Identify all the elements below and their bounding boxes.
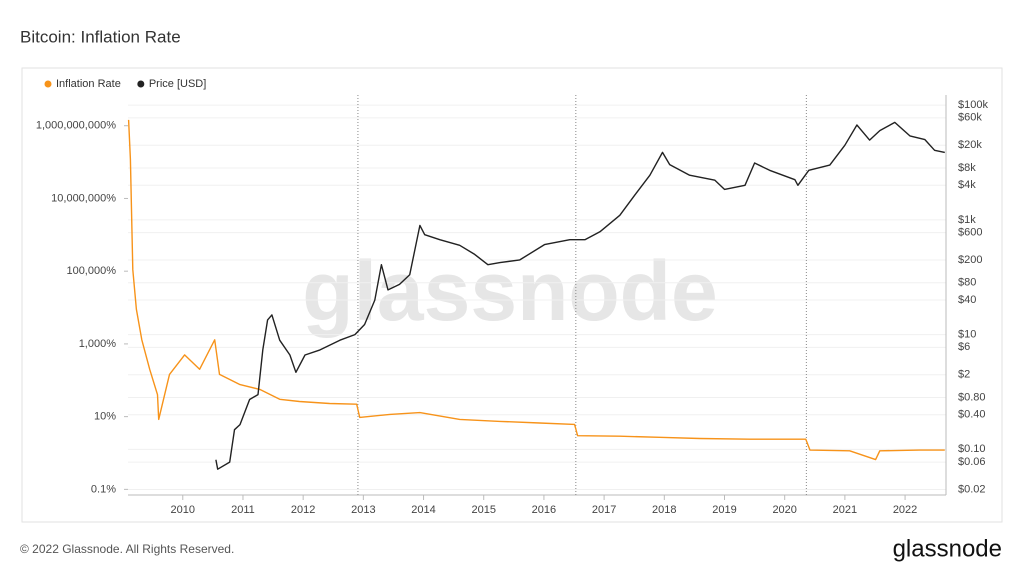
y2-tick-label: $60k [958,112,982,124]
y-tick-label: 100,000% [66,265,116,277]
series-line [215,121,945,470]
x-tick-label: 2015 [471,504,495,516]
y2-tick-label: $10 [958,328,976,340]
y-tick-label: 0.1% [91,483,116,495]
y2-tick-label: $20k [958,139,982,151]
y2-tick-label: $0.80 [958,391,986,403]
y2-tick-label: $6 [958,341,970,353]
x-tick-label: 2021 [833,504,857,516]
x-tick-label: 2016 [532,504,556,516]
x-tick-label: 2019 [712,504,736,516]
y2-tick-label: $600 [958,226,982,238]
x-tick-label: 2010 [171,504,195,516]
x-tick-label: 2018 [652,504,676,516]
x-tick-label: 2022 [893,504,917,516]
y-tick-label: 10,000,000% [51,192,116,204]
y2-tick-label: $8k [958,162,976,174]
x-tick-label: 2020 [772,504,796,516]
y2-tick-label: $100k [958,99,988,111]
chart-title: Bitcoin: Inflation Rate [20,27,181,46]
y2-tick-label: $4k [958,179,976,191]
y2-tick-label: $0.40 [958,409,986,421]
chart-frame [21,67,1003,523]
y2-tick-label: $40 [958,294,976,306]
x-tick-label: 2014 [411,504,435,516]
x-tick-label: 2013 [351,504,375,516]
y2-tick-label: $0.10 [958,443,986,455]
series-line [127,119,945,461]
y2-tick-label: $200 [958,254,982,266]
y2-tick-label: $0.06 [958,456,986,468]
x-tick-label: 2011 [231,504,255,516]
y2-tick-label: $80 [958,277,976,289]
copyright: © 2022 Glassnode. All Rights Reserved. [20,542,234,556]
x-tick-label: 2012 [291,504,315,516]
y2-tick-label: $1k [958,214,976,226]
legend-label: Price [USD] [149,78,206,90]
y-tick-label: 10% [94,411,116,423]
y-tick-label: 1,000,000,000% [36,120,116,132]
y2-tick-label: $2 [958,369,970,381]
y-tick-label: 1,000% [79,338,117,350]
legend-marker [44,80,52,88]
logo: glassnode [893,535,1002,562]
legend-marker [137,80,145,88]
x-tick-label: 2017 [592,504,616,516]
legend-label: Inflation Rate [56,78,121,90]
y2-tick-label: $0.02 [958,483,986,495]
